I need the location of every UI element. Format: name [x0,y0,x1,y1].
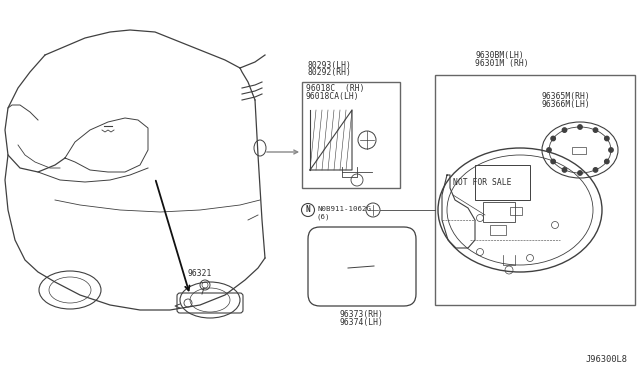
Circle shape [563,128,566,132]
Bar [572,147,586,154]
Bar [302,82,400,188]
Text: NOT FOR SALE: NOT FOR SALE [453,178,511,187]
Circle shape [609,148,613,152]
Text: 96373(RH): 96373(RH) [340,310,384,319]
Circle shape [547,148,551,152]
Text: N0B911-1062G: N0B911-1062G [317,206,371,212]
Circle shape [551,159,556,164]
Text: 80293(LH): 80293(LH) [307,61,351,70]
Circle shape [578,125,582,129]
Text: J96300L8: J96300L8 [586,355,628,364]
Text: 96366M(LH): 96366M(LH) [542,100,591,109]
Bar [475,165,530,200]
Text: 96321: 96321 [188,269,212,278]
Text: 96301M (RH): 96301M (RH) [475,59,529,68]
Circle shape [605,136,609,141]
Text: N: N [306,205,310,215]
Text: 96018C  (RH): 96018C (RH) [306,84,365,93]
Text: 96018CA(LH): 96018CA(LH) [306,92,360,101]
Text: 80292(RH): 80292(RH) [307,68,351,77]
Bar [435,75,635,305]
Circle shape [593,168,598,172]
Text: 96374(LH): 96374(LH) [340,318,384,327]
Text: 9630BM(LH): 9630BM(LH) [475,51,524,60]
Circle shape [551,136,556,141]
Circle shape [563,168,566,172]
Bar [483,202,515,222]
Bar [490,225,506,235]
Text: (6): (6) [317,214,330,220]
Circle shape [593,128,598,132]
Bar [510,207,522,215]
Text: 96365M(RH): 96365M(RH) [542,92,591,101]
Circle shape [578,171,582,175]
Circle shape [605,159,609,164]
